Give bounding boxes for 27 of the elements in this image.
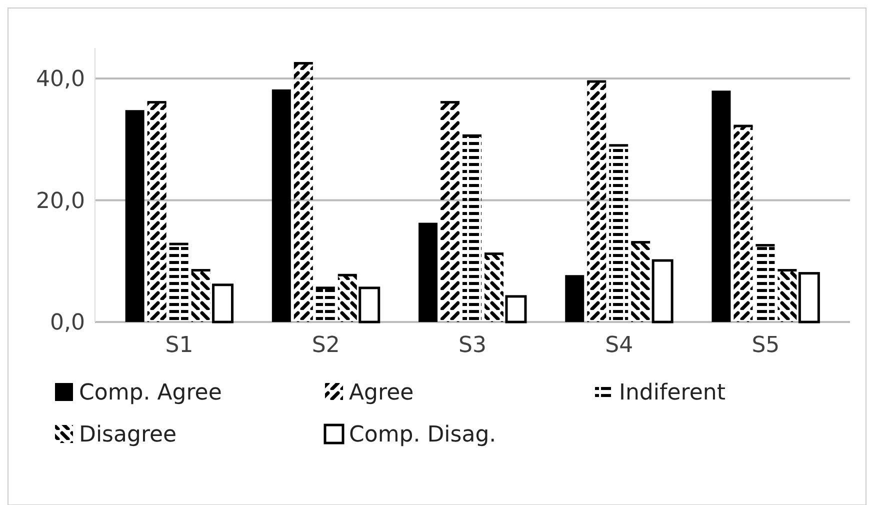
x-tick-label: S2 [312,333,340,358]
bar [776,268,798,324]
bar [146,100,168,324]
bar [712,90,731,322]
legend-label: Indiferent [619,380,726,406]
x-tick-label: S5 [752,333,780,358]
bar [292,62,314,324]
x-tick-label: S4 [605,333,634,358]
y-tick-label: 0,0 [50,310,85,336]
bar [732,124,754,324]
x-tick-label: S1 [165,333,194,358]
y-tick-label: 20,0 [36,188,85,214]
bar [565,275,584,322]
y-tick-label: 40,0 [36,67,85,92]
bar [418,222,438,322]
legend-label: Comp. Disag. [349,422,496,448]
bar [798,272,820,324]
bar [652,259,674,324]
x-tick-label: S3 [458,333,486,358]
bar [125,110,144,322]
legend-label: Comp. Agree [79,380,222,406]
bar [630,240,652,324]
legend-label: Agree [349,380,414,406]
bar [439,100,461,324]
bar [272,89,291,322]
legend-label: Disagree [79,422,177,448]
bar [586,80,608,324]
